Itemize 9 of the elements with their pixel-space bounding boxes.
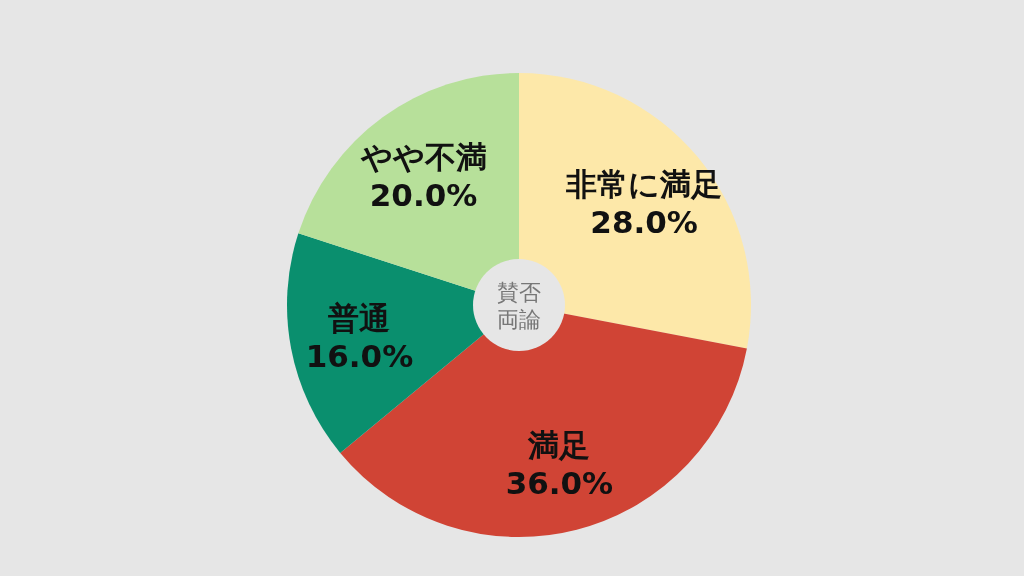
data-label: 36.0% — [505, 465, 614, 502]
slice-label: やや不満 — [359, 138, 487, 175]
data-label: 16.0% — [305, 338, 414, 375]
slice-label: 満足 — [527, 427, 591, 464]
slice-label: 非常に満足 — [565, 166, 723, 203]
data-label: 28.0% — [590, 204, 698, 241]
text: 賛否両論 — [497, 280, 541, 332]
slice-label: 普通 — [328, 300, 391, 337]
data-label: 20.0% — [369, 176, 478, 213]
